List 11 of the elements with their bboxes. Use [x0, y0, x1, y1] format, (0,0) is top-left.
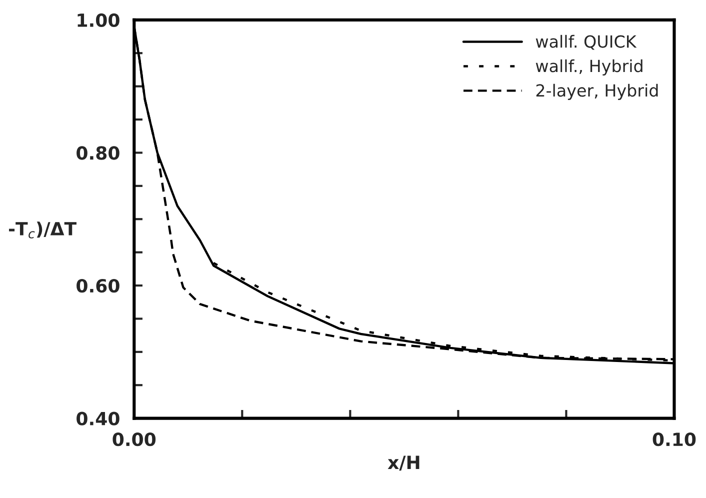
legend-label: 2-layer, Hybrid [536, 84, 658, 100]
y-axis-title: -T$_{c}$)/ΔT [9, 222, 76, 238]
y-tick-label: 0.40 [76, 412, 120, 426]
x-tick-label: 0.00 [112, 432, 156, 446]
x-tick-label: 0.10 [652, 432, 696, 446]
y-tick-label: 1.00 [78, 13, 120, 28]
y-tick-label: 0.80 [76, 146, 120, 160]
y-tick-label: 0.60 [76, 278, 120, 293]
legend-label: wallf. QUICK [536, 34, 637, 50]
x-axis-title: x/H [388, 456, 420, 471]
legend-label: wallf., Hybrid [536, 59, 642, 76]
